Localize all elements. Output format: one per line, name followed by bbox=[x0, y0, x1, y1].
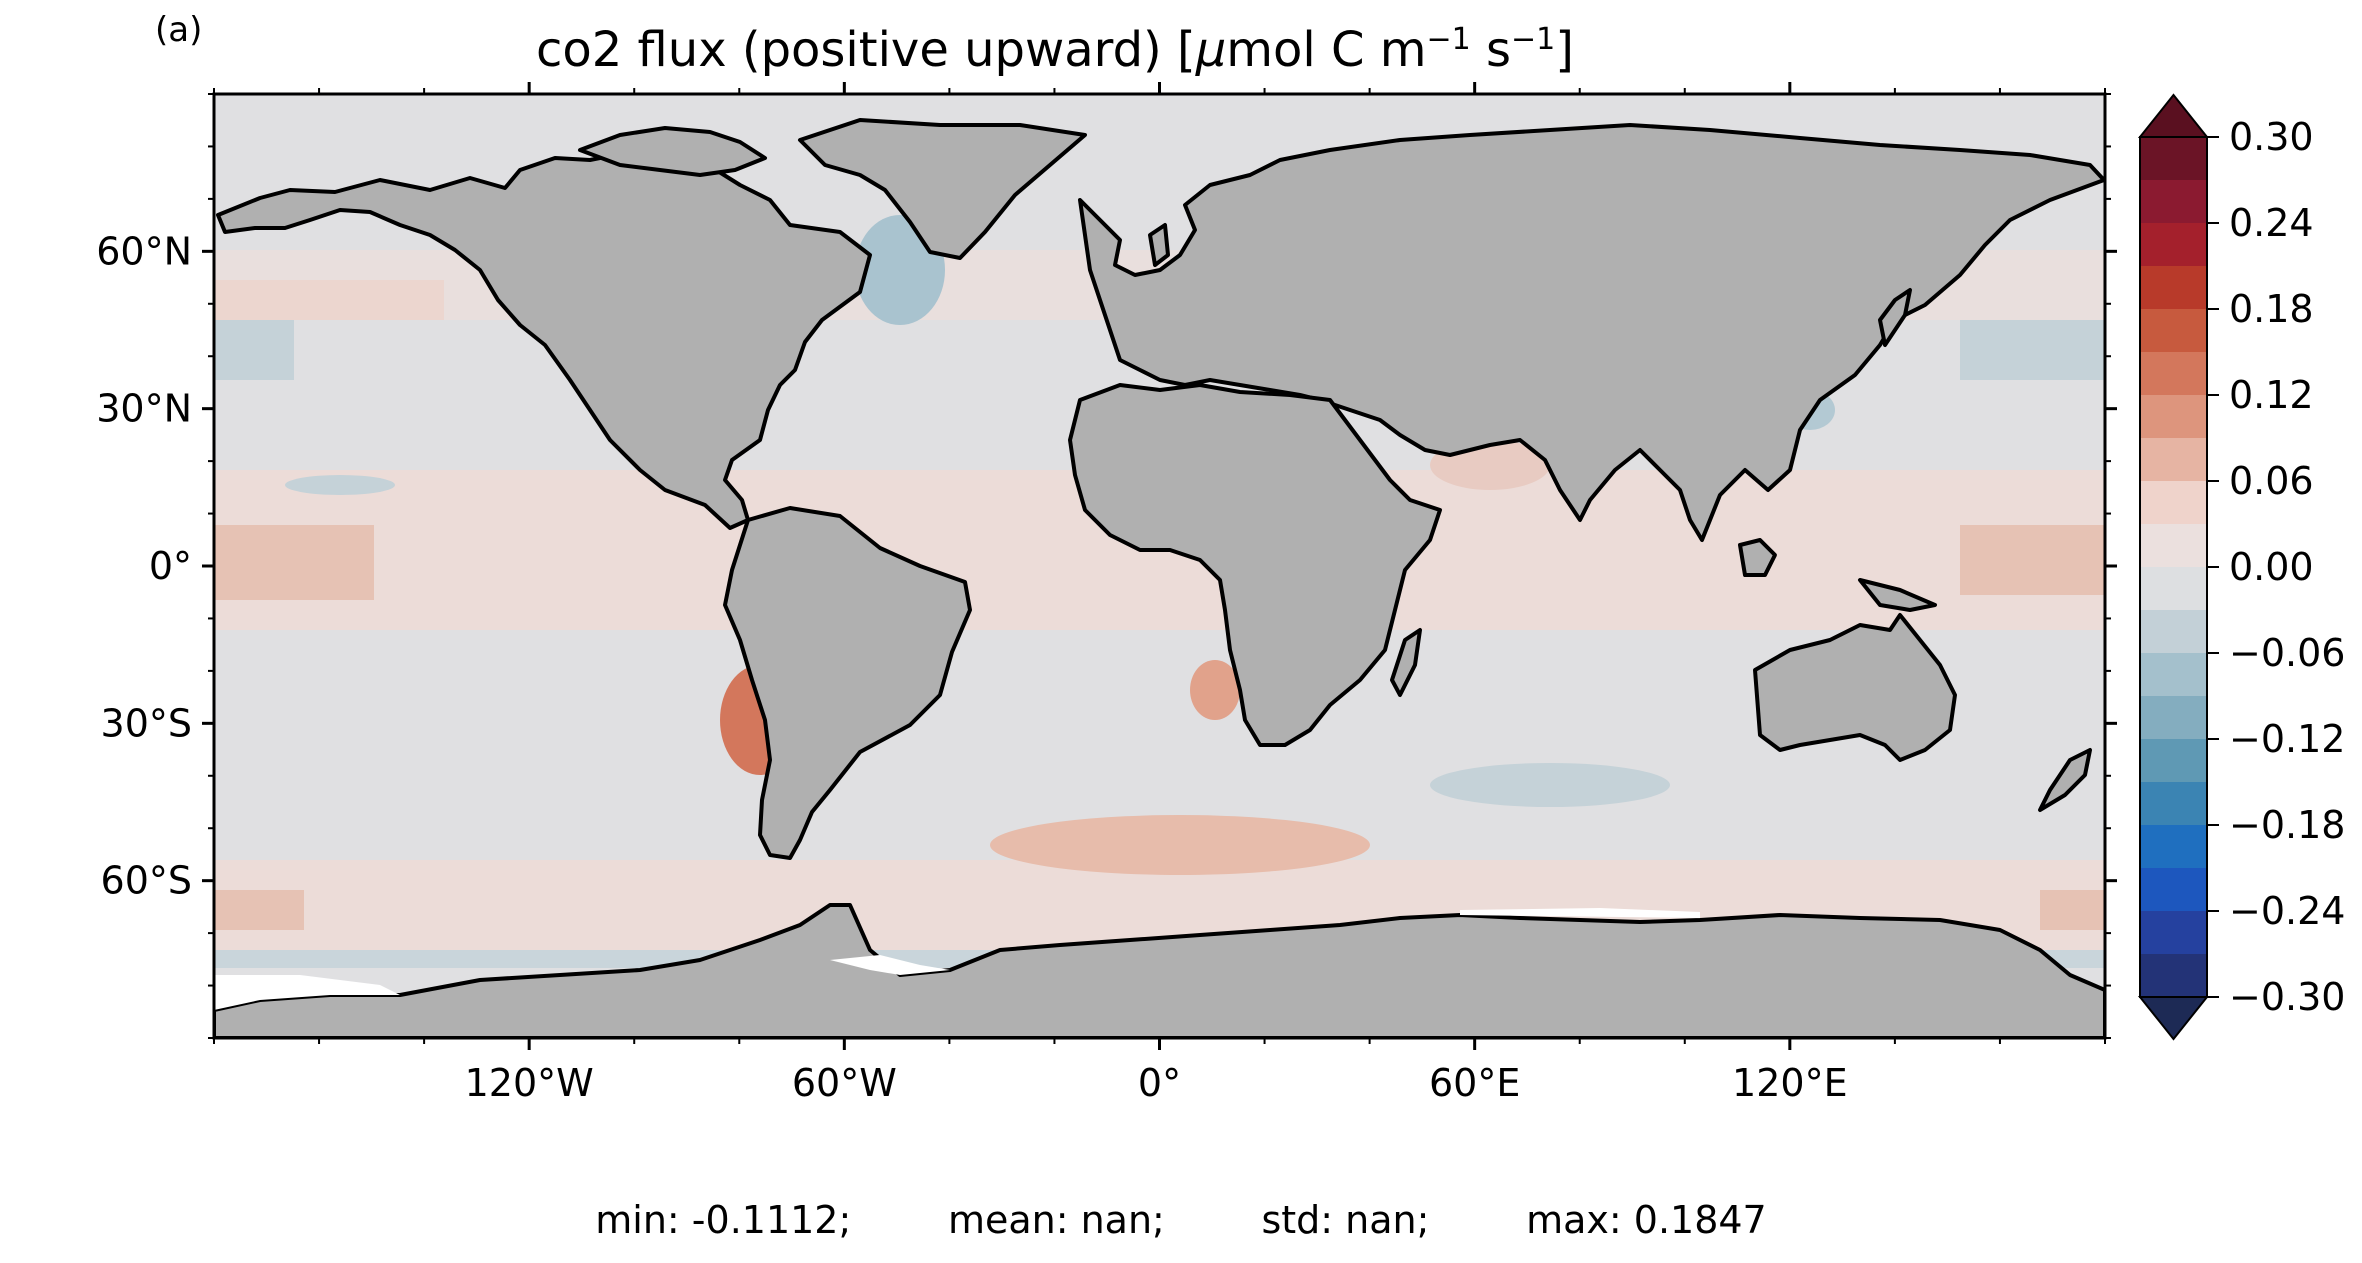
land-japan bbox=[1878, 288, 1912, 347]
land-australia bbox=[1753, 613, 1957, 762]
colorbar-tick-label: 0.12 bbox=[2229, 373, 2314, 417]
colorbar-tick-label: −0.18 bbox=[2229, 803, 2345, 847]
flux-south-atlantic bbox=[990, 815, 1370, 875]
land-africa bbox=[1068, 383, 1442, 747]
map-panel bbox=[214, 94, 2105, 1038]
land-south-america bbox=[723, 506, 972, 860]
colorbar-tick-label: 0.30 bbox=[2229, 115, 2314, 159]
flux-south-indian-sink bbox=[1430, 763, 1670, 807]
title-s: s bbox=[1470, 22, 1512, 78]
colorbar-segment bbox=[2140, 137, 2207, 181]
stat-mean: mean: nan; bbox=[947, 1198, 1165, 1242]
colorbar-segment bbox=[2140, 266, 2207, 310]
flux-southern-ocean-edge bbox=[214, 890, 304, 930]
title-mu: μ bbox=[1195, 22, 1227, 78]
colorbar: 0.30 0.24 0.18 0.12 0.06 0.00 −0.06 −0.12 −0.18 −… bbox=[2137, 93, 2345, 1041]
colorbar-segment bbox=[2140, 180, 2207, 224]
stat-max: max: 0.1847 bbox=[1526, 1198, 1767, 1242]
land-canadian-arctic bbox=[578, 126, 767, 177]
lat-tick-label: 60°S bbox=[101, 859, 192, 903]
colorbar-segment bbox=[2140, 610, 2207, 654]
lat-tick-label: 60°N bbox=[96, 229, 192, 273]
stat-min: min: -0.1112; bbox=[595, 1198, 852, 1242]
colorbar-tick-label: 0.24 bbox=[2229, 201, 2314, 245]
land-uk bbox=[1148, 223, 1170, 267]
title-exponent-m: −1 bbox=[1426, 22, 1471, 57]
land-antarctica bbox=[214, 903, 2105, 1038]
land-north-america bbox=[216, 148, 872, 530]
stats-line: min: -0.1112; mean: nan; std: nan; max: … bbox=[0, 1198, 2362, 1242]
colorbar-tick-label: −0.30 bbox=[2229, 975, 2345, 1019]
colorbar-tick-label: −0.24 bbox=[2229, 889, 2345, 933]
land-new-zealand bbox=[2038, 748, 2092, 812]
colorbar-segment bbox=[2140, 825, 2207, 869]
latitude-ticks: 60°N 30°N 0° 30°S 60°S bbox=[96, 93, 2117, 1039]
colorbar-segment bbox=[2140, 524, 2207, 568]
colorbar-segment bbox=[2140, 567, 2207, 611]
colorbar-segment bbox=[2140, 739, 2207, 783]
colorbar-segment bbox=[2140, 911, 2207, 955]
colorbar-segment bbox=[2140, 481, 2207, 525]
title-close: ] bbox=[1555, 22, 1575, 78]
flux-benguela bbox=[1190, 660, 1240, 720]
lon-tick-label: 60°W bbox=[792, 1061, 897, 1105]
colorbar-extend-top bbox=[2137, 93, 2210, 138]
ice-east-antarctic-fringe bbox=[1460, 908, 1700, 918]
flux-eq-pacific bbox=[214, 525, 374, 600]
colorbar-segment bbox=[2140, 395, 2207, 439]
title-text: co2 flux (positive upward) [ bbox=[535, 22, 1196, 78]
title-exponent-s: −1 bbox=[1511, 22, 1556, 57]
map-title: co2 flux (positive upward) [μmol C m−1 s… bbox=[210, 22, 1900, 78]
ice-weddell-sea bbox=[830, 955, 950, 975]
colorbar-segment bbox=[2140, 954, 2207, 998]
colorbar-tick-label: −0.12 bbox=[2229, 717, 2345, 761]
land-new-guinea bbox=[1858, 578, 1937, 612]
colorbar-segment bbox=[2140, 438, 2207, 482]
colorbar-segment bbox=[2140, 868, 2207, 912]
colorbar-segment bbox=[2140, 653, 2207, 697]
flux-east-pacific-sink bbox=[285, 475, 395, 495]
colorbar-segment bbox=[2140, 782, 2207, 826]
lon-tick-label: 120°E bbox=[1732, 1061, 1848, 1105]
flux-north-pacific bbox=[214, 280, 444, 320]
ice-ross-sea bbox=[214, 975, 400, 1010]
colorbar-segment bbox=[2140, 352, 2207, 396]
flux-southern-ocean-edge-east bbox=[2040, 890, 2105, 930]
stat-std: std: nan; bbox=[1261, 1198, 1430, 1242]
lat-tick-label: 0° bbox=[149, 544, 192, 588]
longitude-ticks: 120°W 60°W 0° 60°E 120°E bbox=[213, 82, 2106, 1105]
land-borneo bbox=[1738, 538, 1777, 577]
title-unit: mol C m bbox=[1226, 22, 1427, 78]
lon-tick-label: 60°E bbox=[1429, 1061, 1520, 1105]
colorbar-extend-bottom bbox=[2137, 996, 2210, 1041]
land-masses bbox=[214, 118, 2105, 1038]
land-madagascar bbox=[1390, 628, 1422, 697]
ice-patches bbox=[214, 908, 1700, 1010]
flux-eq-pacific-east bbox=[1960, 525, 2105, 595]
colorbar-segment bbox=[2140, 309, 2207, 353]
colorbar-tick-label: 0.00 bbox=[2229, 545, 2314, 589]
colorbar-tick-label: −0.06 bbox=[2229, 631, 2345, 675]
flux-north-pacific-sink-east bbox=[1960, 320, 2105, 380]
lat-tick-label: 30°N bbox=[96, 387, 192, 431]
colorbar-tick-label: 0.06 bbox=[2229, 459, 2314, 503]
colorbar-segment bbox=[2140, 696, 2207, 740]
land-greenland bbox=[798, 118, 1087, 260]
lat-tick-label: 30°S bbox=[101, 701, 192, 745]
lon-tick-label: 120°W bbox=[465, 1061, 594, 1105]
colorbar-segment bbox=[2140, 223, 2207, 267]
panel-label: (a) bbox=[155, 10, 203, 50]
colorbar-tick-label: 0.18 bbox=[2229, 287, 2314, 331]
lon-tick-label: 0° bbox=[1138, 1061, 1181, 1105]
flux-north-pacific-sink bbox=[214, 320, 294, 380]
